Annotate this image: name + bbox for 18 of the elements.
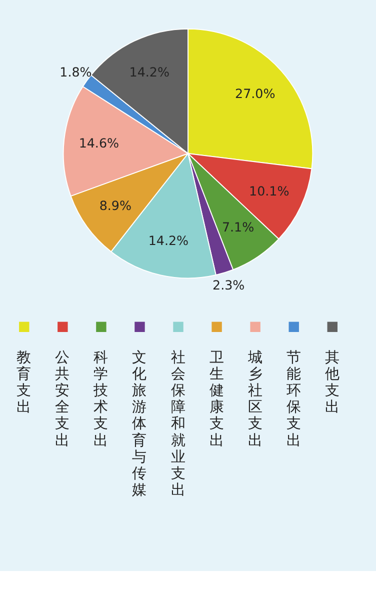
data-label: 14.6% (78, 136, 120, 151)
data-label: 2.3% (212, 278, 245, 293)
data-label: 14.2% (148, 232, 189, 248)
legend-label: 科学技术支出 (92, 348, 109, 449)
data-label: 8.9% (99, 198, 132, 213)
data-label: 1.8% (60, 64, 92, 80)
category-label: 文化旅游体育与传媒 (132, 348, 148, 498)
legend-label: 城乡社区支出 (246, 348, 263, 449)
data-label: 14.2% (129, 64, 170, 80)
legend-label: 其他支出 (324, 348, 340, 416)
category-label: 社会保障和就业支出 (170, 348, 186, 498)
data-label: 7.1% (222, 220, 254, 235)
data-label: 27.0% (235, 86, 276, 102)
legend-label: 卫生健康支出 (209, 348, 224, 449)
data-label: 10.1% (249, 183, 290, 198)
legend-label: 公共安全支出 (55, 348, 70, 449)
legend-label: 教育支出 (16, 348, 32, 416)
legend-label: 节能环保支出 (286, 348, 302, 449)
